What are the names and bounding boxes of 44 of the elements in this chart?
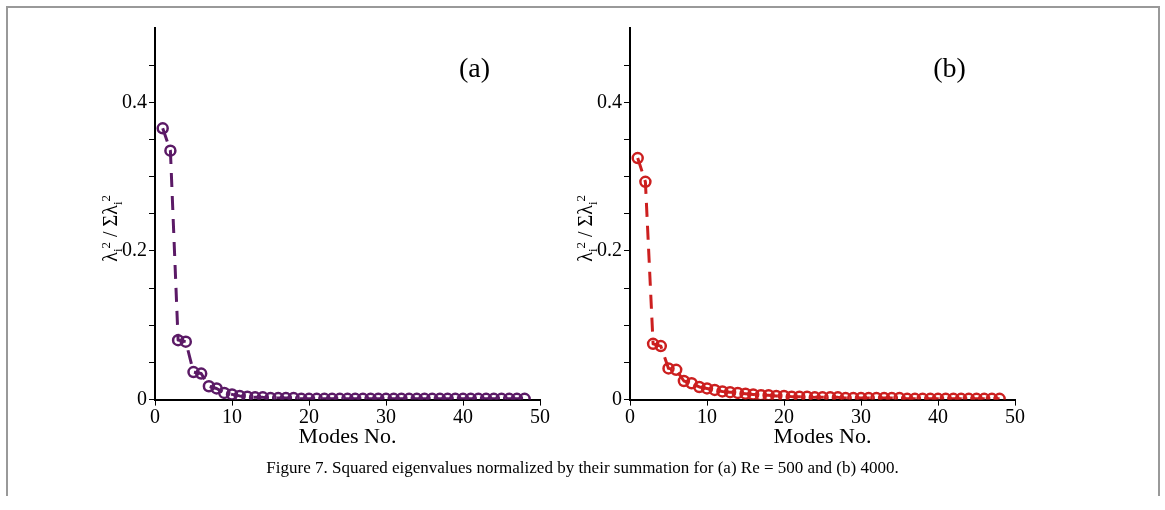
y-tick-label: 0.4 bbox=[122, 89, 147, 112]
text: (b) bbox=[933, 52, 966, 84]
point bbox=[716, 385, 729, 398]
point bbox=[785, 390, 798, 400]
y-tick-label: 0 bbox=[612, 386, 622, 409]
point bbox=[631, 151, 644, 165]
point bbox=[739, 387, 752, 400]
x-tick-label: 10 bbox=[222, 404, 242, 427]
y-tick-label: 0.2 bbox=[597, 238, 622, 261]
point bbox=[770, 389, 783, 400]
text: (a) bbox=[459, 52, 491, 84]
x-tick-label: 50 bbox=[1005, 404, 1025, 427]
point bbox=[777, 389, 791, 400]
point bbox=[156, 122, 169, 135]
point bbox=[746, 388, 760, 400]
x-tick-label: 10 bbox=[697, 404, 717, 427]
point bbox=[241, 390, 254, 400]
x-tick-label: 40 bbox=[928, 404, 948, 427]
point bbox=[677, 374, 691, 388]
point bbox=[685, 377, 698, 390]
point bbox=[646, 337, 660, 351]
point bbox=[164, 144, 177, 157]
point bbox=[793, 390, 806, 400]
point bbox=[800, 390, 814, 400]
x-tick-label: 50 bbox=[530, 404, 550, 427]
y-tick-label: 0.4 bbox=[597, 89, 622, 112]
point bbox=[731, 386, 745, 400]
y-tick-label: 0 bbox=[137, 386, 147, 409]
point bbox=[700, 382, 714, 395]
point bbox=[723, 385, 737, 399]
point bbox=[639, 175, 652, 189]
caption: Figure 7. Squared eigenvalues normalized by their summation for (a) Re = 500 and (b) 4000. bbox=[265, 458, 900, 478]
point bbox=[171, 333, 185, 347]
point bbox=[662, 362, 675, 375]
point bbox=[669, 363, 683, 377]
x-tick-label: 40 bbox=[453, 404, 473, 427]
point bbox=[233, 389, 246, 400]
point bbox=[754, 388, 768, 400]
point bbox=[762, 388, 775, 400]
point bbox=[708, 383, 721, 397]
point bbox=[654, 339, 668, 353]
y-tick-label: 0.2 bbox=[122, 238, 147, 261]
point bbox=[693, 380, 706, 394]
point bbox=[179, 335, 193, 348]
